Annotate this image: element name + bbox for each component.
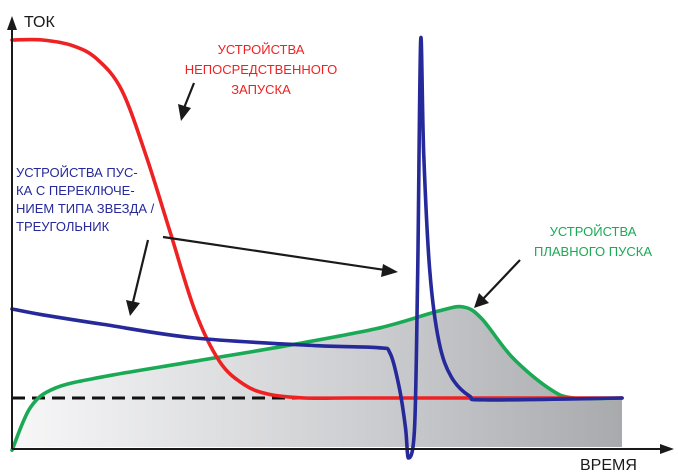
label-star-delta-line-2: КА С ПЕРЕКЛЮЧЕ- <box>16 183 135 198</box>
label-star-delta: УСТРОЙСТВА ПУС- КА С ПЕРЕКЛЮЧЕ- НИЕМ ТИП… <box>16 165 155 234</box>
label-direct-line-1: УСТРОЙСТВА <box>218 42 305 57</box>
label-star-delta-line-4: ТРЕУГОЛЬНИК <box>16 219 110 234</box>
arrow-direct-head-icon <box>178 104 191 121</box>
soft-start-shaded-area <box>12 306 622 451</box>
label-soft-line-2: ПЛАВНОГО ПУСКА <box>534 244 652 259</box>
axes: ТОК ВРЕМЯ <box>7 14 674 474</box>
label-star-delta-line-1: УСТРОЙСТВА ПУС- <box>16 165 138 180</box>
label-soft-line-1: УСТРОЙСТВА <box>550 224 637 239</box>
arrow-star-delta-right <box>162 235 386 272</box>
arrow-star-delta-left <box>131 239 150 303</box>
label-soft-start: УСТРОЙСТВА ПЛАВНОГО ПУСКА <box>534 224 652 259</box>
direct-start-curve <box>10 37 624 401</box>
label-direct-line-3: ЗАПУСКА <box>231 82 291 97</box>
arrow-direct <box>182 82 196 109</box>
x-axis-arrow-icon <box>660 444 674 454</box>
arrow-star-delta-right-head-icon <box>381 264 398 277</box>
x-axis-label: ВРЕМЯ <box>580 457 637 474</box>
series-lines-group <box>10 35 624 460</box>
arrow-soft-start <box>482 259 521 300</box>
label-direct-line-2: НЕПОСРЕДСТВЕННОГО <box>185 62 338 77</box>
soft-start-area <box>12 306 622 451</box>
soft-start-curve <box>10 304 624 452</box>
arrow-star-delta-left-head-icon <box>126 300 140 316</box>
star-delta-curve <box>10 35 624 460</box>
y-axis-label: ТОК <box>24 14 56 31</box>
arrow-soft-start-head-icon <box>474 293 489 308</box>
label-direct-start: УСТРОЙСТВА НЕПОСРЕДСТВЕННОГО ЗАПУСКА <box>185 42 338 97</box>
label-star-delta-line-3: НИЕМ ТИПА ЗВЕЗДА / <box>16 201 155 216</box>
pointer-arrows <box>126 82 521 316</box>
y-axis-arrow-icon <box>7 16 17 30</box>
